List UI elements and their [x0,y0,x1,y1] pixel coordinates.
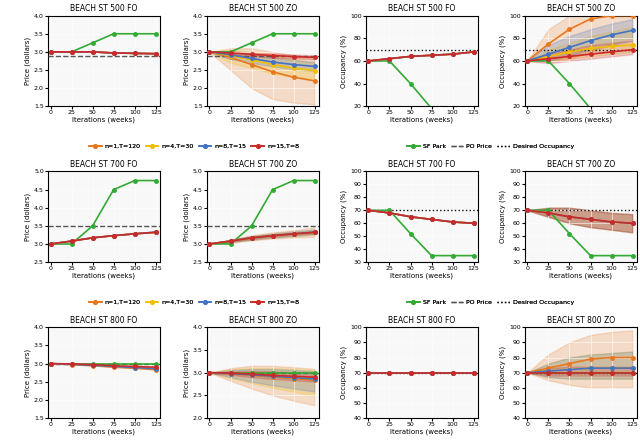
X-axis label: Iterations (weeks): Iterations (weeks) [72,117,136,123]
Title: BEACH ST 800 ZO: BEACH ST 800 ZO [229,316,297,325]
X-axis label: Iterations (weeks): Iterations (weeks) [72,273,136,279]
Y-axis label: Occupancy (%): Occupancy (%) [500,34,506,88]
Legend: SF Park, PO Price, Desired Occupancy: SF Park, PO Price, Desired Occupancy [407,144,574,149]
Title: BEACH ST 700 ZO: BEACH ST 700 ZO [228,160,297,169]
Title: BEACH ST 500 FO: BEACH ST 500 FO [70,4,138,13]
X-axis label: Iterations (weeks): Iterations (weeks) [549,273,612,279]
Y-axis label: Occupancy (%): Occupancy (%) [341,34,348,88]
Y-axis label: Occupancy (%): Occupancy (%) [500,190,506,243]
Title: BEACH ST 500 ZO: BEACH ST 500 ZO [547,4,615,13]
Legend: n=1,T=120, n=4,T=30, n=8,T=15, n=15,T=8: n=1,T=120, n=4,T=30, n=8,T=15, n=15,T=8 [89,144,299,149]
X-axis label: Iterations (weeks): Iterations (weeks) [232,429,294,435]
X-axis label: Iterations (weeks): Iterations (weeks) [549,429,612,435]
Y-axis label: Price (dollars): Price (dollars) [25,37,31,85]
Y-axis label: Price (dollars): Price (dollars) [184,193,190,241]
Title: BEACH ST 700 FO: BEACH ST 700 FO [70,160,138,169]
Y-axis label: Occupancy (%): Occupancy (%) [341,190,348,243]
Title: BEACH ST 800 FO: BEACH ST 800 FO [388,316,456,325]
Title: BEACH ST 800 ZO: BEACH ST 800 ZO [547,316,615,325]
Y-axis label: Price (dollars): Price (dollars) [184,349,190,396]
X-axis label: Iterations (weeks): Iterations (weeks) [390,429,453,435]
X-axis label: Iterations (weeks): Iterations (weeks) [549,117,612,123]
Legend: n=1,T=120, n=4,T=30, n=8,T=15, n=15,T=8: n=1,T=120, n=4,T=30, n=8,T=15, n=15,T=8 [89,299,299,305]
X-axis label: Iterations (weeks): Iterations (weeks) [390,117,453,123]
Legend: SF Park, PO Price, Desired Occupancy: SF Park, PO Price, Desired Occupancy [407,299,574,305]
X-axis label: Iterations (weeks): Iterations (weeks) [232,273,294,279]
Title: BEACH ST 800 FO: BEACH ST 800 FO [70,316,138,325]
Y-axis label: Price (dollars): Price (dollars) [25,193,31,241]
X-axis label: Iterations (weeks): Iterations (weeks) [232,117,294,123]
Y-axis label: Occupancy (%): Occupancy (%) [341,346,348,399]
Y-axis label: Price (dollars): Price (dollars) [25,349,31,396]
Y-axis label: Occupancy (%): Occupancy (%) [500,346,506,399]
X-axis label: Iterations (weeks): Iterations (weeks) [72,429,136,435]
Title: BEACH ST 700 FO: BEACH ST 700 FO [388,160,456,169]
Title: BEACH ST 500 FO: BEACH ST 500 FO [388,4,456,13]
X-axis label: Iterations (weeks): Iterations (weeks) [390,273,453,279]
Title: BEACH ST 700 ZO: BEACH ST 700 ZO [547,160,615,169]
Y-axis label: Price (dollars): Price (dollars) [184,37,190,85]
Title: BEACH ST 500 ZO: BEACH ST 500 ZO [228,4,297,13]
